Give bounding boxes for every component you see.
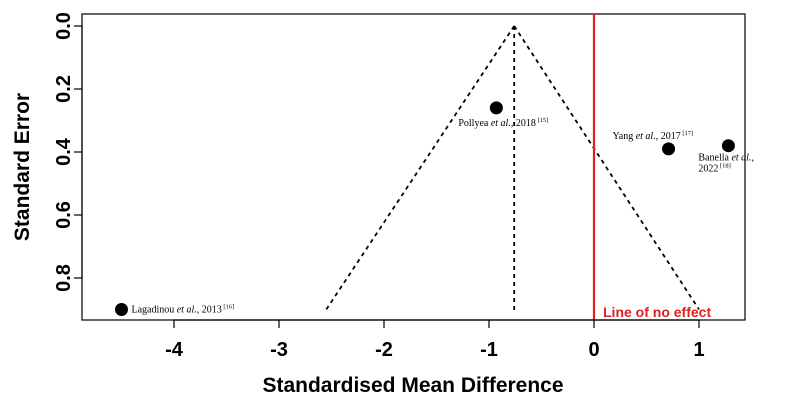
- y-axis-title: Standard Error: [11, 93, 34, 241]
- study-label: Pollyea et al., 2018 [15]: [458, 117, 548, 129]
- y-axis: 0.0 0.2 0.4 0.6 0.8: [53, 12, 83, 292]
- y-tick-label: 0.6: [53, 201, 75, 229]
- y-tick-label: 0.4: [53, 137, 75, 166]
- line-of-no-effect-label: Line of no effect: [603, 304, 711, 320]
- x-tick-label: -1: [480, 339, 498, 361]
- study-point: [721, 139, 735, 153]
- y-tick-label: 0.8: [53, 264, 75, 292]
- study-point: [489, 101, 503, 115]
- x-tick-label: 1: [693, 339, 704, 361]
- x-tick-label: -4: [165, 339, 184, 361]
- x-axis: -4 -3 -2 -1 0 1: [165, 319, 705, 361]
- y-tick-label: 0.2: [53, 75, 75, 103]
- study-label: Lagadinou et al., 2013 [16]: [132, 304, 235, 316]
- x-axis-title: Standardised Mean Difference: [262, 374, 563, 397]
- x-tick-label: 0: [588, 339, 599, 361]
- funnel-lines: [325, 25, 700, 312]
- x-tick-label: -3: [270, 339, 288, 361]
- x-tick-label: -2: [375, 339, 393, 361]
- study-label: Yang et al., 2017 [17]: [613, 130, 694, 142]
- study-points: Pollyea et al., 2018 [15] Yang et al., 20…: [115, 101, 754, 316]
- study-label: Banella et al.,: [698, 153, 754, 164]
- study-label-line2: 2022 [18]: [698, 163, 730, 175]
- funnel-right-line: [513, 25, 700, 310]
- plot-frame: [81, 13, 746, 321]
- study-point: [115, 303, 128, 316]
- y-tick-label: 0.0: [53, 12, 75, 40]
- study-point: [662, 142, 676, 156]
- funnel-left-line: [325, 25, 515, 310]
